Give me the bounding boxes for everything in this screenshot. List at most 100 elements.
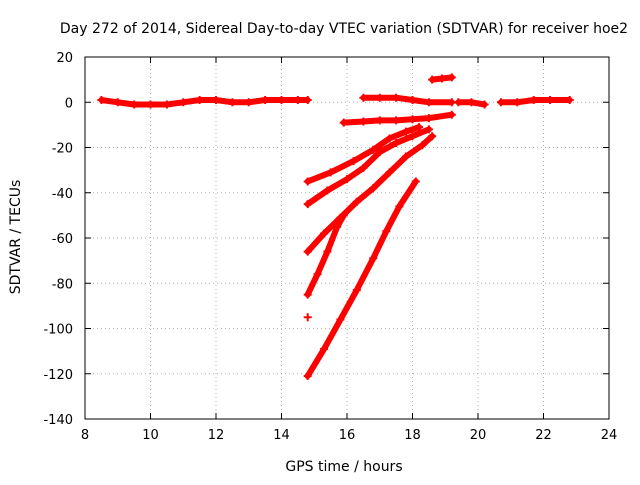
data-point bbox=[212, 95, 220, 104]
data-point bbox=[565, 95, 574, 104]
data-point bbox=[392, 116, 401, 125]
data-point bbox=[320, 344, 329, 353]
y-tick-label: -80 bbox=[52, 277, 73, 292]
data-point bbox=[408, 95, 417, 104]
data-point bbox=[303, 313, 312, 322]
data-point bbox=[195, 95, 204, 104]
data-point bbox=[313, 270, 322, 279]
data-points bbox=[97, 73, 574, 381]
data-point bbox=[428, 75, 437, 84]
data-point bbox=[401, 127, 410, 136]
track-steep-a bbox=[303, 123, 424, 186]
x-tick-label: 16 bbox=[339, 428, 356, 443]
series-band bbox=[304, 178, 419, 379]
x-tick-label: 12 bbox=[208, 428, 225, 443]
data-point bbox=[401, 152, 410, 161]
data-point bbox=[437, 74, 446, 83]
data-point bbox=[375, 93, 384, 102]
data-point bbox=[408, 132, 417, 141]
x-axis-label: GPS time / hours bbox=[285, 459, 402, 475]
data-point bbox=[375, 116, 384, 125]
data-point bbox=[303, 372, 312, 381]
data-point bbox=[293, 95, 302, 104]
track-near-zero-4 bbox=[496, 95, 574, 107]
data-point bbox=[303, 247, 312, 256]
y-axis-label: SDTVAR / TECUs bbox=[8, 180, 24, 295]
data-point bbox=[323, 247, 332, 256]
y-tick-label: -60 bbox=[52, 232, 73, 247]
data-point bbox=[146, 100, 155, 109]
data-point bbox=[261, 95, 270, 104]
data-point bbox=[415, 123, 424, 132]
data-point bbox=[424, 114, 433, 123]
y-tick-label: 20 bbox=[56, 51, 73, 66]
data-point bbox=[385, 168, 394, 177]
data-point bbox=[496, 98, 505, 107]
y-tick-label: -100 bbox=[43, 323, 73, 338]
data-point bbox=[418, 141, 427, 150]
y-tick-label: -20 bbox=[52, 142, 73, 157]
data-point bbox=[179, 98, 188, 107]
track-near-zero-1 bbox=[97, 95, 312, 109]
x-tick-label: 8 bbox=[81, 428, 89, 443]
data-point bbox=[447, 73, 456, 82]
data-point bbox=[162, 100, 171, 109]
y-tick-label: -40 bbox=[52, 187, 73, 202]
data-point bbox=[359, 163, 368, 172]
data-point bbox=[339, 118, 348, 127]
data-point bbox=[529, 95, 538, 104]
x-tick-label: 22 bbox=[535, 428, 552, 443]
data-point bbox=[382, 227, 391, 236]
data-point bbox=[320, 229, 329, 238]
data-point bbox=[454, 98, 463, 107]
data-point bbox=[369, 145, 378, 154]
data-point bbox=[323, 186, 332, 195]
track-near-zero-3 bbox=[454, 98, 489, 109]
data-point bbox=[244, 98, 253, 107]
data-point bbox=[369, 184, 378, 193]
y-tick-label: 0 bbox=[65, 96, 73, 111]
data-point bbox=[339, 211, 348, 220]
data-point bbox=[424, 125, 433, 134]
data-point bbox=[408, 115, 417, 124]
data-point bbox=[546, 95, 555, 104]
data-point bbox=[395, 202, 404, 211]
data-point bbox=[336, 315, 345, 324]
track-steep-d bbox=[303, 211, 348, 299]
data-point bbox=[375, 148, 384, 157]
y-tick-label: -140 bbox=[43, 413, 73, 428]
data-point bbox=[303, 290, 312, 299]
data-point bbox=[303, 177, 312, 186]
data-point bbox=[113, 98, 122, 107]
ticks: 8 10 12 14 16 18 20 22 24 20 0 -20 -40 -60 -80 -100 -120… bbox=[43, 51, 617, 443]
data-point bbox=[369, 254, 378, 263]
data-point bbox=[343, 175, 351, 184]
grid bbox=[85, 57, 609, 419]
data-point bbox=[303, 200, 312, 209]
series-band bbox=[304, 126, 432, 208]
data-point bbox=[97, 95, 106, 104]
data-point bbox=[228, 98, 237, 107]
data-point bbox=[333, 222, 342, 231]
track-steep-b bbox=[303, 125, 433, 209]
data-point bbox=[326, 168, 335, 177]
data-point bbox=[349, 157, 358, 166]
data-point bbox=[385, 134, 394, 143]
data-point bbox=[428, 132, 437, 141]
data-point bbox=[359, 93, 368, 102]
data-point bbox=[513, 98, 522, 107]
series-band bbox=[304, 124, 422, 185]
data-point bbox=[392, 138, 401, 147]
data-point bbox=[424, 98, 433, 107]
data-point bbox=[130, 100, 139, 109]
data-point bbox=[352, 286, 361, 295]
data-point bbox=[467, 98, 476, 107]
track-near-zero-2 bbox=[359, 93, 456, 107]
data-point bbox=[359, 117, 368, 126]
x-tick-label: 14 bbox=[273, 428, 290, 443]
track-isolated bbox=[303, 313, 312, 322]
x-tick-label: 18 bbox=[404, 428, 421, 443]
x-tick-label: 20 bbox=[470, 428, 487, 443]
